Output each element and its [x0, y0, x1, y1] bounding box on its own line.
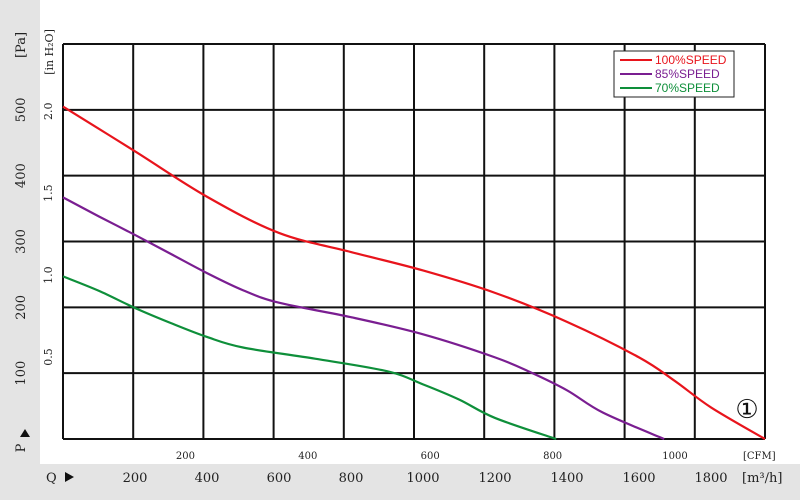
y-primary-tick-label: 500: [14, 97, 29, 122]
left-axis-band: [0, 0, 40, 500]
x-primary-tick-label: 600: [267, 471, 292, 486]
y-secondary-tick-label: 1.5: [42, 184, 55, 202]
y-primary-tick-label: 200: [14, 295, 29, 320]
legend-label-85: 85%SPEED: [655, 67, 720, 81]
x-secondary-tick-label: 800: [543, 451, 562, 462]
x-secondary-tick-label: 400: [298, 451, 317, 462]
x-primary-tick-label: 1000: [406, 471, 439, 486]
x-secondary-tick-label: 1000: [662, 451, 687, 462]
x-secondary-unit: [CFM]: [743, 451, 776, 462]
bottom-axis-band: [0, 464, 800, 500]
x-primary-tick-label: 1200: [478, 471, 511, 486]
x-primary-tick-label: 1600: [622, 471, 655, 486]
series-line-70pctspeed: [62, 275, 557, 441]
y-axis-label: P: [14, 443, 29, 452]
model-badge: ①: [735, 395, 758, 425]
y-primary-unit: [Pa]: [14, 32, 29, 58]
y-secondary-unit: [in H₂O]: [43, 29, 56, 75]
series-line-85pctspeed: [62, 196, 665, 441]
x-primary-tick-label: 400: [195, 471, 220, 486]
series-group: [62, 105, 766, 441]
x-primary-tick-label: 200: [123, 471, 148, 486]
y-secondary-tick-label: 0.5: [42, 348, 55, 366]
y-primary-tick-label: 300: [14, 229, 29, 254]
x-primary-tick-label: 1800: [694, 471, 727, 486]
x-secondary-tick-label: 600: [421, 451, 440, 462]
x-primary-unit: [m³/h]: [742, 471, 782, 486]
y-secondary-tick-label: 2.0: [42, 102, 55, 120]
legend: 100%SPEED 85%SPEED 70%SPEED: [613, 50, 735, 98]
x-primary-tick-label: 1400: [550, 471, 583, 486]
legend-label-100: 100%SPEED: [655, 53, 727, 67]
y-primary-tick-label: 400: [14, 163, 29, 188]
x-primary-tick-label: 800: [339, 471, 364, 486]
legend-label-70: 70%SPEED: [655, 81, 720, 95]
y-primary-tick-label: 100: [14, 361, 29, 386]
x-secondary-tick-label: 200: [176, 451, 195, 462]
series-line-100pctspeed: [62, 105, 766, 440]
x-axis-label: Q: [46, 471, 57, 486]
y-axis-arrow-icon: [20, 429, 30, 437]
x-axis-arrow-icon: [65, 472, 74, 482]
y-secondary-tick-label: 1.0: [42, 266, 55, 284]
grid: [62, 43, 766, 440]
